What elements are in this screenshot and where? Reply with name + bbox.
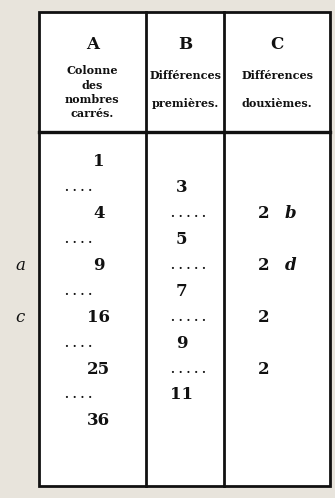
Text: 2: 2 (258, 309, 270, 326)
Bar (39, 12, 330, 486)
Text: . . . .: . . . . (65, 286, 92, 297)
Text: 5: 5 (176, 231, 188, 248)
Text: . . . . .: . . . . . (171, 364, 206, 374)
Text: b: b (285, 205, 296, 222)
Text: C: C (271, 36, 284, 53)
Text: 3: 3 (176, 179, 188, 196)
Text: . . . .: . . . . (65, 234, 92, 245)
Text: a: a (15, 257, 25, 274)
Text: 25: 25 (87, 361, 111, 377)
Text: 2: 2 (258, 361, 270, 377)
Text: 11: 11 (170, 386, 193, 403)
Text: 1: 1 (93, 153, 105, 170)
Text: B: B (178, 36, 192, 53)
Text: d: d (285, 257, 296, 274)
Text: 16: 16 (87, 309, 110, 326)
Text: 36: 36 (87, 412, 111, 429)
Text: 9: 9 (93, 257, 105, 274)
Text: 2: 2 (258, 257, 270, 274)
Text: . . . . .: . . . . . (171, 312, 206, 323)
Text: 4: 4 (93, 205, 105, 222)
Text: Colonne
des
nombres
carrés.: Colonne des nombres carrés. (65, 65, 120, 119)
Text: A: A (86, 36, 98, 53)
Text: Différences

douxièmes.: Différences douxièmes. (241, 70, 313, 109)
Text: c: c (15, 309, 25, 326)
Text: 9: 9 (176, 335, 188, 352)
Text: . . . . .: . . . . . (171, 260, 206, 271)
Text: Différences

premières.: Différences premières. (149, 70, 221, 109)
Text: . . . . .: . . . . . (171, 208, 206, 219)
Text: . . . .: . . . . (65, 338, 92, 349)
Text: 7: 7 (176, 283, 188, 300)
Text: 2: 2 (258, 205, 270, 222)
Text: . . . .: . . . . (65, 389, 92, 400)
Text: . . . .: . . . . (65, 182, 92, 193)
